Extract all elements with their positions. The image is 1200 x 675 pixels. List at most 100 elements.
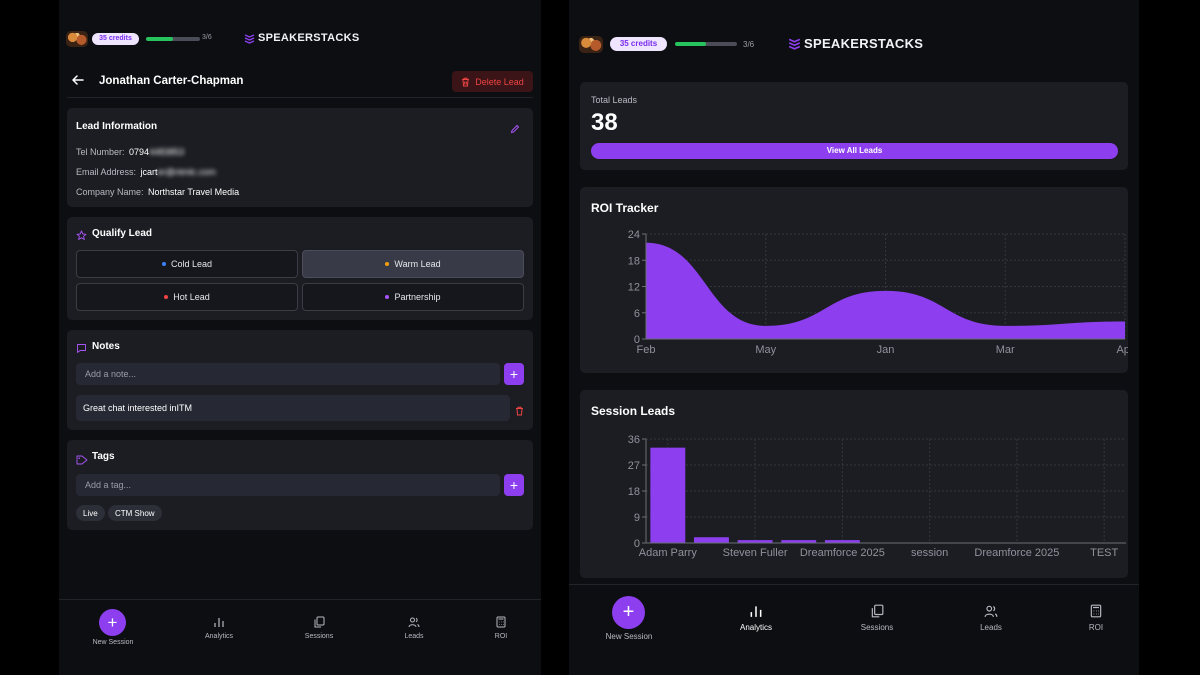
edit-pencil-icon[interactable] bbox=[510, 121, 520, 139]
tel-number-label: Tel Number: bbox=[76, 147, 125, 157]
roi-tracker-title: ROI Tracker bbox=[591, 201, 659, 215]
calculator-icon bbox=[495, 615, 507, 633]
nav-leads[interactable]: Leads bbox=[966, 604, 1016, 632]
calculator-icon bbox=[1089, 604, 1103, 623]
x-tick-label: session bbox=[911, 547, 948, 559]
email-row: Email Address: jcarter@ntmlc.com bbox=[76, 167, 216, 177]
nav-analytics[interactable]: Analytics bbox=[731, 604, 781, 632]
nav-analytics-label: Analytics bbox=[204, 633, 233, 640]
x-tick-label: Mar bbox=[996, 344, 1015, 356]
tel-number-value: 07944483853 bbox=[129, 147, 184, 157]
nav-sessions-label: Sessions bbox=[860, 623, 894, 632]
total-leads-label: Total Leads bbox=[591, 95, 638, 105]
header-divider bbox=[67, 97, 533, 98]
nav-leads[interactable]: Leads bbox=[394, 615, 434, 640]
x-tick-label: TEST bbox=[1090, 547, 1118, 559]
nav-roi[interactable]: ROI bbox=[481, 615, 521, 640]
nav-roi[interactable]: ROI bbox=[1071, 604, 1121, 632]
bottom-nav-divider bbox=[59, 599, 541, 600]
tag-chip-ctm-show[interactable]: CTM Show bbox=[108, 505, 162, 521]
brand-logo[interactable]: SPEAKERSTACKS bbox=[244, 32, 360, 44]
bar-chart-icon bbox=[749, 604, 763, 623]
plus-icon: + bbox=[509, 366, 519, 382]
nav-roi-label: ROI bbox=[1088, 623, 1104, 632]
notes-card: Notes Add a note... + Great chat interes… bbox=[67, 330, 533, 430]
back-arrow-icon[interactable] bbox=[71, 73, 85, 87]
nav-sessions[interactable]: Sessions bbox=[852, 604, 902, 632]
analytics-screen: 35 credits 3/6 SPEAKERSTACKS Total Leads… bbox=[569, 0, 1139, 675]
users-icon bbox=[984, 604, 998, 623]
plus-icon: + bbox=[509, 477, 519, 493]
bar-chart-icon bbox=[213, 615, 225, 633]
lead-detail-screen: 35 credits 3/6 SPEAKERSTACKS Jonathan Ca… bbox=[59, 0, 541, 675]
y-tick-label: 36 bbox=[628, 434, 640, 446]
delete-note-trash-icon[interactable] bbox=[515, 403, 524, 421]
add-note-button[interactable]: + bbox=[504, 363, 524, 385]
star-icon bbox=[76, 228, 87, 246]
bottom-nav-divider bbox=[569, 584, 1139, 585]
progress-bar bbox=[675, 42, 737, 46]
delete-lead-button[interactable]: Delete Lead bbox=[452, 71, 533, 92]
hot-dot-icon bbox=[164, 295, 169, 299]
roi-tracker-chart: 0 6 12 18 24 Feb May Jan Mar Apr bbox=[628, 229, 1128, 356]
nav-sessions[interactable]: Sessions bbox=[299, 615, 339, 640]
email-visible: jcart bbox=[140, 167, 158, 177]
x-tick-label: Adam Parry bbox=[639, 547, 698, 559]
lead-information-card: Lead Information Tel Number: 07944483853… bbox=[67, 108, 533, 207]
nav-sessions-label: Sessions bbox=[304, 633, 334, 640]
x-tick-label: Steven Fuller bbox=[723, 547, 788, 559]
progress-bar bbox=[146, 37, 200, 41]
total-leads-card: Total Leads 38 View All Leads bbox=[580, 82, 1128, 170]
tag-chip-live[interactable]: Live bbox=[76, 505, 105, 521]
email-value: jcarter@ntmlc.com bbox=[141, 167, 216, 177]
plus-icon: + bbox=[622, 601, 635, 623]
hot-lead-button[interactable]: Hot Lead bbox=[76, 283, 298, 311]
x-tick-label: Feb bbox=[637, 344, 656, 356]
tags-title: Tags bbox=[92, 451, 115, 462]
new-session-button[interactable]: + bbox=[99, 609, 126, 636]
nav-leads-label: Leads bbox=[404, 633, 424, 640]
progress-fill bbox=[146, 37, 173, 41]
y-tick-label: 9 bbox=[634, 512, 640, 524]
y-tick-label: 6 bbox=[634, 308, 640, 320]
copy-icon bbox=[313, 615, 325, 633]
brand-logo[interactable]: SPEAKERSTACKS bbox=[788, 36, 923, 51]
stack-logo-icon bbox=[788, 37, 801, 50]
nav-analytics[interactable]: Analytics bbox=[199, 615, 239, 640]
cold-lead-button[interactable]: Cold Lead bbox=[76, 250, 298, 278]
progress-text: 3/6 bbox=[743, 40, 755, 49]
hot-lead-label: Hot Lead bbox=[173, 292, 210, 302]
tag-icon bbox=[76, 452, 88, 470]
nav-new-session-label[interactable]: New Session bbox=[605, 632, 653, 641]
credits-badge[interactable]: 35 credits bbox=[92, 33, 139, 45]
avatar[interactable] bbox=[579, 36, 603, 53]
note-item: Great chat interested inITM bbox=[76, 395, 510, 421]
view-all-leads-button[interactable]: View All Leads bbox=[591, 143, 1118, 159]
notes-title: Notes bbox=[92, 341, 120, 352]
company-label: Company Name: bbox=[76, 187, 144, 197]
tag-input[interactable]: Add a tag... bbox=[76, 474, 500, 496]
company-value: Northstar Travel Media bbox=[148, 187, 240, 197]
nav-analytics-label: Analytics bbox=[739, 623, 772, 632]
warm-lead-button[interactable]: Warm Lead bbox=[302, 250, 524, 278]
x-tick-label: May bbox=[755, 344, 776, 356]
top-bar: 35 credits 3/6 SPEAKERSTACKS bbox=[569, 0, 1139, 80]
trash-icon bbox=[461, 77, 470, 87]
roi-tracker-card: ROI Tracker 0 6 12 18 24 Feb May Jan Mar Apr bbox=[580, 187, 1128, 373]
stack-logo-icon bbox=[244, 33, 255, 44]
partnership-dot-icon bbox=[385, 295, 390, 299]
avatar[interactable] bbox=[66, 31, 88, 47]
x-tick-label: Apr bbox=[1116, 344, 1128, 356]
partnership-label: Partnership bbox=[394, 292, 441, 302]
partnership-button[interactable]: Partnership bbox=[302, 283, 524, 311]
tel-number-redacted: 4483853 bbox=[149, 147, 185, 157]
nav-new-session-label[interactable]: New Session bbox=[92, 639, 134, 646]
y-tick-label: 12 bbox=[628, 282, 640, 294]
tel-number-visible: 0794 bbox=[129, 147, 150, 157]
credits-badge[interactable]: 35 credits bbox=[610, 37, 667, 51]
add-tag-button[interactable]: + bbox=[504, 474, 524, 496]
note-input[interactable]: Add a note... bbox=[76, 363, 500, 385]
note-text: Great chat interested inITM bbox=[83, 403, 193, 413]
new-session-button[interactable]: + bbox=[612, 596, 645, 629]
cold-lead-label: Cold Lead bbox=[170, 259, 213, 269]
